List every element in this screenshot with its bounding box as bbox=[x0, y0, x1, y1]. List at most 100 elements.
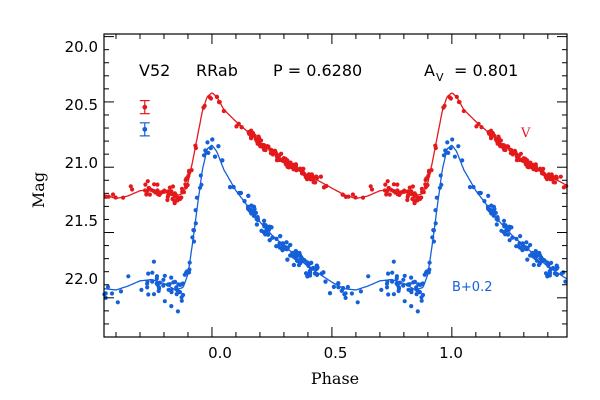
data-point-b bbox=[246, 193, 251, 198]
data-point-v bbox=[155, 182, 160, 187]
data-point-b bbox=[161, 277, 166, 282]
data-point-b bbox=[118, 289, 124, 294]
data-point-v bbox=[153, 190, 158, 195]
data-point-v bbox=[314, 174, 319, 179]
data-point-b bbox=[366, 274, 371, 279]
data-point-v bbox=[167, 185, 172, 190]
data-point-b bbox=[105, 284, 111, 290]
data-point-v bbox=[393, 190, 398, 195]
data-point-v bbox=[130, 187, 135, 192]
data-point-b bbox=[503, 232, 508, 237]
data-point-b bbox=[327, 291, 333, 296]
data-point-b bbox=[176, 282, 181, 287]
data-point-b bbox=[492, 206, 497, 212]
y-tick-label: 20.0 bbox=[65, 38, 98, 56]
data-point-b bbox=[390, 270, 395, 275]
data-point-b bbox=[205, 140, 210, 145]
data-point-b bbox=[456, 144, 461, 149]
data-point-v bbox=[144, 192, 149, 197]
data-point-b bbox=[297, 250, 302, 256]
data-point-v bbox=[554, 174, 559, 179]
data-point-v bbox=[503, 147, 508, 153]
data-point-b bbox=[259, 228, 264, 233]
y-tick-label: 20.5 bbox=[65, 96, 98, 114]
data-point-b bbox=[414, 292, 419, 297]
data-point-b bbox=[169, 304, 174, 309]
data-point-b bbox=[555, 265, 560, 270]
data-point-b bbox=[452, 154, 457, 159]
data-point-b bbox=[401, 277, 406, 282]
fit-curve-b bbox=[103, 144, 567, 291]
data-point-b bbox=[267, 238, 272, 243]
data-point-b bbox=[391, 259, 396, 264]
data-point-b bbox=[305, 260, 310, 265]
data-point-b bbox=[284, 240, 289, 245]
data-point-b bbox=[407, 282, 412, 287]
data-point-b bbox=[173, 279, 178, 284]
data-point-v bbox=[448, 96, 453, 101]
data-point-v bbox=[311, 180, 316, 185]
data-point-v bbox=[525, 164, 530, 169]
error-bar-point-v bbox=[142, 104, 148, 110]
data-point-b bbox=[349, 291, 354, 296]
data-point-v bbox=[407, 185, 412, 190]
data-point-b bbox=[409, 290, 414, 295]
data-point-b bbox=[254, 222, 259, 227]
data-point-v bbox=[318, 174, 323, 179]
data-point-b bbox=[126, 274, 131, 279]
data-point-b bbox=[499, 228, 504, 233]
data-point-v bbox=[383, 182, 388, 187]
data-point-b bbox=[145, 285, 150, 290]
data-point-v bbox=[147, 192, 152, 197]
data-point-v bbox=[369, 187, 375, 192]
data-point-v bbox=[110, 192, 116, 197]
data-point-b bbox=[212, 154, 218, 159]
data-point-b bbox=[545, 260, 550, 265]
data-point-v bbox=[285, 164, 290, 169]
data-point-b bbox=[343, 295, 348, 300]
amplitude-subscript: V bbox=[436, 71, 444, 84]
y-tick-label: 21.0 bbox=[65, 154, 98, 172]
data-point-b bbox=[501, 218, 507, 223]
amplitude-label: A bbox=[424, 61, 435, 80]
data-point-b bbox=[285, 257, 290, 262]
data-point-v bbox=[551, 180, 556, 185]
data-point-v bbox=[561, 185, 567, 190]
data-point-b bbox=[416, 282, 421, 287]
data-point-b bbox=[446, 150, 451, 155]
data-point-v bbox=[128, 184, 133, 189]
data-point-b bbox=[161, 283, 166, 288]
data-point-b bbox=[384, 285, 390, 290]
data-point-b bbox=[181, 292, 186, 298]
data-point-v bbox=[274, 158, 280, 163]
data-point-v bbox=[256, 134, 261, 139]
data-point-b bbox=[336, 281, 341, 286]
data-point-b bbox=[509, 225, 514, 230]
y-axis-label: Mag bbox=[29, 172, 48, 208]
data-point-v bbox=[419, 186, 424, 191]
data-point-b bbox=[537, 250, 542, 256]
error-bar-point-b bbox=[142, 126, 148, 132]
data-point-b bbox=[288, 242, 293, 248]
data-point-v bbox=[405, 197, 410, 203]
data-point-b bbox=[216, 144, 221, 149]
data-point-b bbox=[467, 185, 473, 190]
data-point-b bbox=[175, 309, 180, 314]
data-point-v bbox=[165, 197, 170, 203]
data-point-b bbox=[169, 290, 174, 295]
data-point-v bbox=[496, 134, 501, 139]
data-point-b bbox=[304, 271, 309, 276]
y-tick-label: 21.5 bbox=[65, 212, 98, 230]
data-point-v bbox=[412, 201, 417, 206]
data-point-b bbox=[151, 292, 157, 297]
data-point-b bbox=[109, 291, 115, 296]
data-point-b bbox=[518, 234, 523, 239]
data-point-b bbox=[103, 291, 108, 296]
data-point-b bbox=[536, 262, 542, 268]
data-point-b bbox=[162, 273, 167, 278]
data-point-v bbox=[384, 192, 389, 197]
data-point-b bbox=[386, 271, 391, 276]
data-point-b bbox=[228, 185, 233, 190]
data-point-b bbox=[406, 287, 411, 292]
data-point-b bbox=[249, 203, 254, 208]
